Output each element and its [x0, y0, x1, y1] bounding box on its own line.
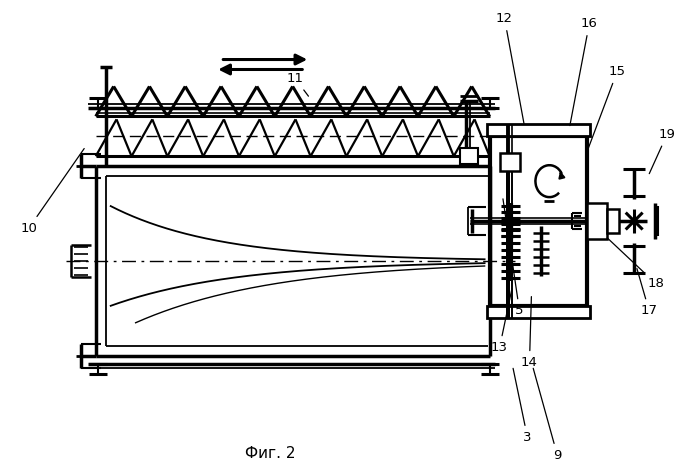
- Text: 18: 18: [607, 238, 665, 290]
- Bar: [487, 124, 590, 136]
- Text: Фиг. 2: Фиг. 2: [245, 446, 296, 461]
- Bar: [460, 148, 477, 164]
- Bar: [487, 306, 590, 318]
- Text: 16: 16: [570, 17, 598, 126]
- Text: 14: 14: [521, 297, 538, 369]
- Text: 3: 3: [513, 368, 532, 444]
- Circle shape: [631, 218, 637, 224]
- Bar: [500, 153, 519, 171]
- Text: 13: 13: [491, 288, 512, 354]
- Text: 9: 9: [533, 368, 561, 462]
- Text: 17: 17: [637, 268, 658, 317]
- Text: 10: 10: [20, 149, 84, 235]
- Text: 5: 5: [503, 199, 524, 317]
- Text: 15: 15: [586, 65, 626, 154]
- Text: 19: 19: [649, 128, 675, 174]
- Bar: [587, 203, 607, 239]
- Text: 11: 11: [287, 72, 308, 96]
- Bar: [607, 209, 619, 233]
- Text: 12: 12: [496, 12, 524, 124]
